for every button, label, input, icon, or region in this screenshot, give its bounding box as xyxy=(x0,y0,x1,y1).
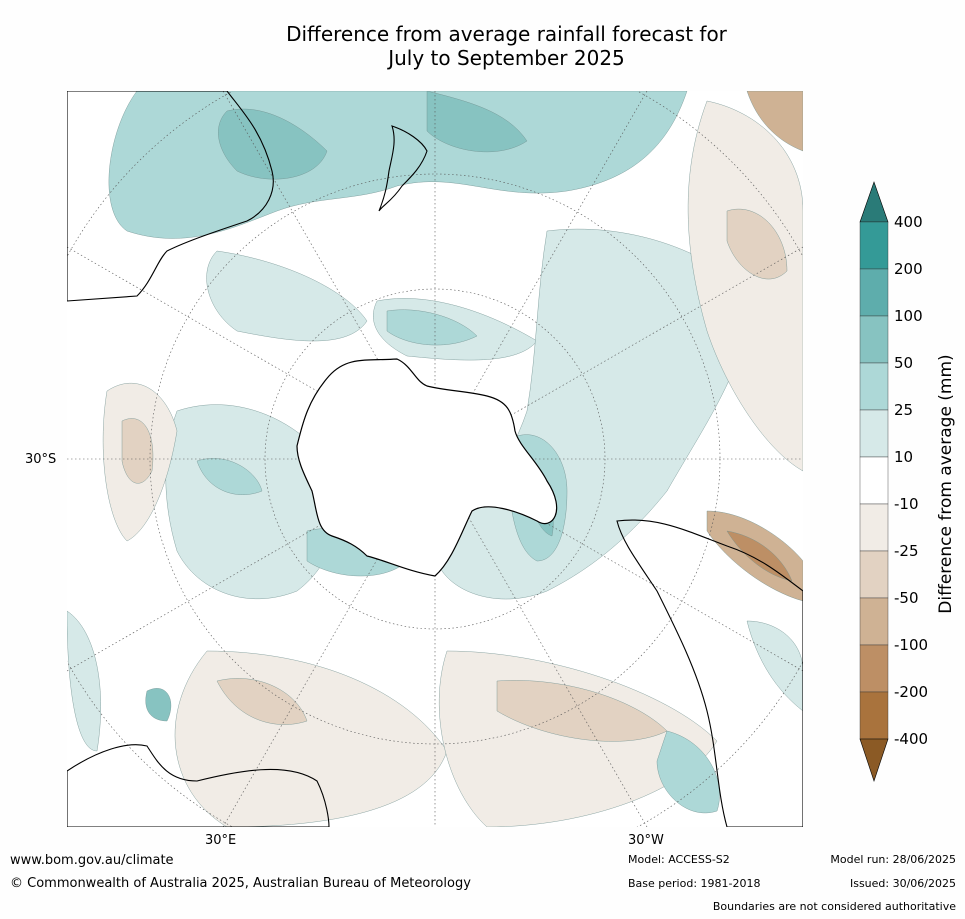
colorbar-arrow-bottom xyxy=(859,738,889,782)
colorbar-tick-label: -400 xyxy=(894,730,929,748)
issued-date: Issued: 30/06/2025 xyxy=(849,877,956,890)
parallel-circle xyxy=(264,288,606,630)
colorbar-segment xyxy=(859,691,889,740)
antarctica-outline xyxy=(296,358,558,577)
colorbar-tick-label: 400 xyxy=(894,213,923,231)
title-line-2: July to September 2025 xyxy=(388,46,625,70)
colorbar-tick-label: 50 xyxy=(894,354,914,372)
colorbar-tick-label: -25 xyxy=(894,542,919,560)
colorbar-segment xyxy=(859,644,889,693)
title-line-1: Difference from average rainfall forecas… xyxy=(286,22,727,46)
colorbar-segment xyxy=(859,456,889,505)
colorbar-segment xyxy=(859,550,889,599)
colorbar-tick-label: 200 xyxy=(894,260,923,278)
map-canvas xyxy=(67,91,803,827)
colorbar-tick-label: 25 xyxy=(894,401,914,419)
colorbar xyxy=(855,180,895,785)
colorbar-tick-label: -200 xyxy=(894,683,929,701)
colorbar-segment xyxy=(859,315,889,364)
boundary-disclaimer: Boundaries are not considered authoritat… xyxy=(712,900,956,913)
colorbar-label: Difference from average (mm) xyxy=(936,354,956,614)
colorbar-tick-label: -10 xyxy=(894,495,919,513)
latitude-label-30s: 30°S xyxy=(25,452,57,467)
model-run-date: Model run: 28/06/2025 xyxy=(830,853,956,866)
colorbar-segment xyxy=(859,221,889,270)
model-name: Model: ACCESS-S2 xyxy=(628,853,730,866)
colorbar-tick-label: -50 xyxy=(894,589,919,607)
colorbar-tick-label: -100 xyxy=(894,636,929,654)
colorbar-tick-label: 10 xyxy=(894,448,914,466)
footer-url[interactable]: www.bom.gov.au/climate xyxy=(10,853,174,868)
africa-outline xyxy=(67,744,330,827)
australia-outline xyxy=(67,91,274,302)
south-america-outline xyxy=(616,519,803,827)
longitude-label-30w: 30°W xyxy=(628,833,664,848)
map-panel xyxy=(67,91,803,827)
colorbar-segment xyxy=(859,503,889,552)
colorbar-segment xyxy=(859,268,889,317)
colorbar-segment xyxy=(859,362,889,411)
colorbar-arrow-top xyxy=(859,181,889,223)
colorbar-tick-label: 100 xyxy=(894,307,923,325)
map-title: Difference from average rainfall forecas… xyxy=(0,22,965,70)
base-period: Base period: 1981-2018 xyxy=(628,877,761,890)
longitude-label-30e: 30°E xyxy=(205,833,237,848)
footer-copyright: © Commonwealth of Australia 2025, Austra… xyxy=(10,876,471,891)
new-zealand-outline xyxy=(378,125,428,212)
colorbar-graphic xyxy=(859,181,889,782)
colorbar-segment xyxy=(859,409,889,458)
colorbar-segment xyxy=(859,597,889,646)
